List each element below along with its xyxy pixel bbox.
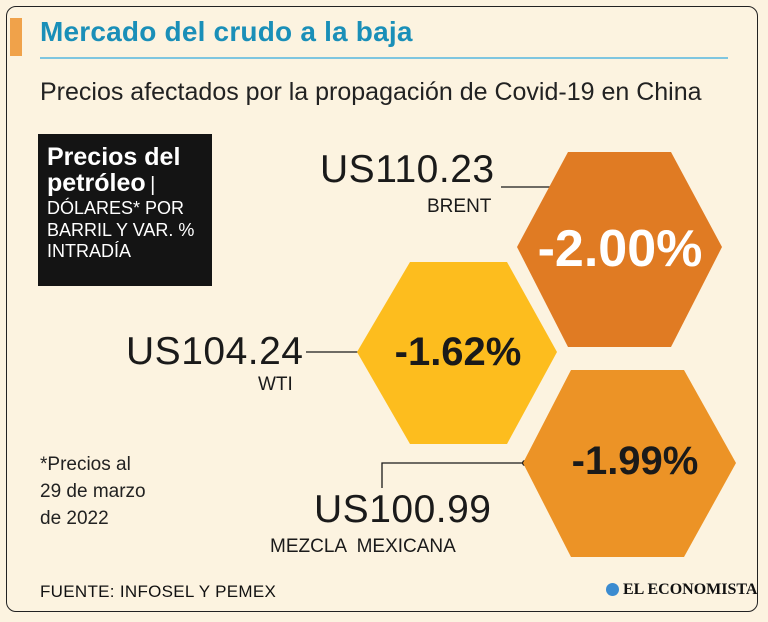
name-brent: BRENT <box>427 196 492 217</box>
currency-wti: US <box>126 330 182 373</box>
price-value-wti: 104.24 <box>181 330 304 373</box>
logo-text: EL ECONOMISTA <box>623 581 758 598</box>
hexagon-brent <box>517 152 722 347</box>
infographic-frame <box>6 6 758 612</box>
change-label-brent: -2.00% <box>538 220 703 278</box>
legend-line-4: BARRIL Y VAR. % <box>47 219 195 240</box>
hexagon-wti <box>357 262 557 444</box>
logo-mark-icon <box>606 583 619 596</box>
legend-separator: | <box>150 174 156 197</box>
date-note: *Precios al 29 de marzo de 2022 <box>40 452 146 533</box>
legend-line-2: petróleo <box>47 169 146 198</box>
price-mezcla: US100.99 <box>314 488 491 532</box>
note-line-2: 29 de marzo <box>40 480 146 502</box>
name-wti: WTI <box>258 374 293 395</box>
legend-line-3: DÓLARES* POR <box>47 197 185 218</box>
title-accent-bar <box>10 18 22 56</box>
change-label-mezcla: -1.99% <box>572 439 699 483</box>
note-line-1: *Precios al <box>40 454 131 475</box>
legend-box: Precios del petróleo | DÓLARES* POR BARR… <box>38 134 212 286</box>
currency-brent: US <box>320 148 376 191</box>
change-label-wti: -1.62% <box>395 330 522 374</box>
connector-mezcla <box>381 462 525 488</box>
price-wti: US104.24 <box>126 330 303 374</box>
page-subtitle: Precios afectados por la propagación de … <box>40 78 702 106</box>
price-value-brent: 110.23 <box>375 148 495 191</box>
name-mezcla: MEZCLA MEXICANA <box>270 536 456 557</box>
legend-line-1: Precios del <box>47 143 181 171</box>
currency-mezcla: US <box>314 488 370 531</box>
page-title: Mercado del crudo a la baja <box>40 16 413 47</box>
note-line-3: de 2022 <box>40 507 109 529</box>
publisher-logo: EL ECONOMISTA <box>606 581 757 599</box>
hexagon-mezcla <box>523 370 736 557</box>
legend-line-5: INTRADÍA <box>47 241 132 262</box>
price-brent: US110.23 <box>320 148 495 192</box>
price-value-mezcla: 100.99 <box>369 488 492 531</box>
title-rule <box>40 57 728 59</box>
source-note: FUENTE: INFOSEL Y PEMEX <box>40 582 277 601</box>
